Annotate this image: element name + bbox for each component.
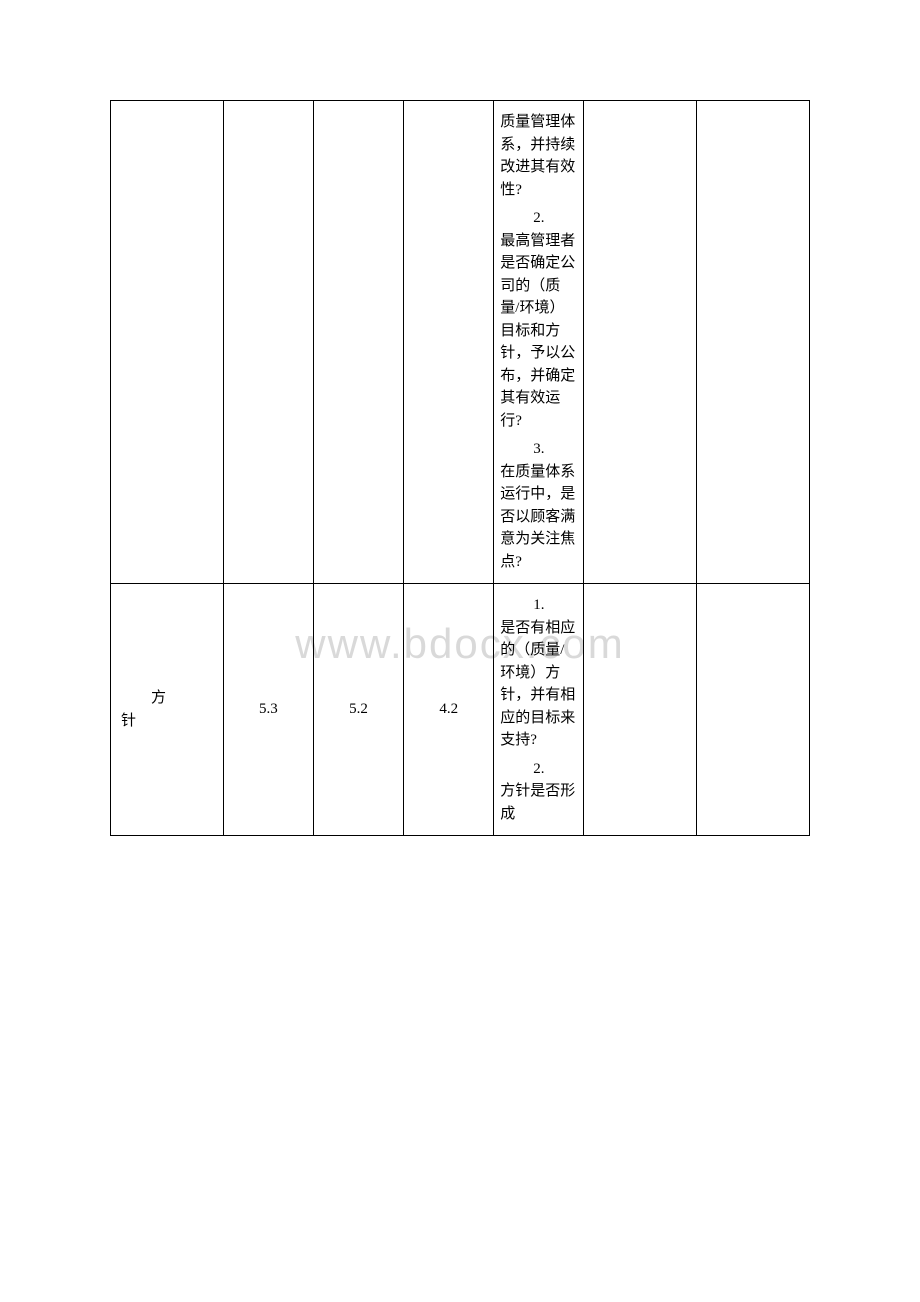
question-number: 2. — [500, 758, 577, 781]
cell-code-3: 4.2 — [404, 584, 494, 836]
cell-code-2: 5.2 — [313, 584, 403, 836]
question-block: 3. 在质量体系运行中，是否以顾客满意为关注焦点? — [500, 438, 577, 573]
question-text: 方针是否形成 — [500, 780, 577, 825]
label-char-1: 方 — [121, 687, 166, 710]
question-block: 2. 最高管理者是否确定公司的（质量/环境）目标和方针，予以公布，并确定其有效运… — [500, 207, 577, 432]
question-number: 3. — [500, 438, 577, 461]
cell-blank-2 — [697, 101, 810, 584]
checklist-table: 质量管理体系，并持续改进其有效性? 2. 最高管理者是否确定公司的（质量/环境）… — [110, 100, 810, 836]
table-row: 质量管理体系，并持续改进其有效性? 2. 最高管理者是否确定公司的（质量/环境）… — [111, 101, 810, 584]
label-char-2: 针 — [121, 713, 136, 729]
cell-code-2 — [313, 101, 403, 584]
question-number: 2. — [500, 207, 577, 230]
cell-blank-1 — [584, 101, 697, 584]
question-block: 1. 是否有相应的（质量/环境）方针，并有相应的目标来支持? — [500, 594, 577, 752]
cell-questions: 1. 是否有相应的（质量/环境）方针，并有相应的目标来支持? 2. 方针是否形成 — [494, 584, 584, 836]
cell-code-1: 5.3 — [223, 584, 313, 836]
page-container: 质量管理体系，并持续改进其有效性? 2. 最高管理者是否确定公司的（质量/环境）… — [0, 0, 920, 916]
cell-label: 方 针 — [111, 584, 224, 836]
question-number: 1. — [500, 594, 577, 617]
cell-label — [111, 101, 224, 584]
question-text: 在质量体系运行中，是否以顾客满意为关注焦点? — [500, 461, 577, 574]
cell-code-1 — [223, 101, 313, 584]
question-text: 最高管理者是否确定公司的（质量/环境）目标和方针，予以公布，并确定其有效运行? — [500, 230, 577, 433]
question-text: 质量管理体系，并持续改进其有效性? — [500, 111, 577, 201]
cell-questions: 质量管理体系，并持续改进其有效性? 2. 最高管理者是否确定公司的（质量/环境）… — [494, 101, 584, 584]
question-block: 2. 方针是否形成 — [500, 758, 577, 826]
cell-blank-2 — [697, 584, 810, 836]
question-block: 质量管理体系，并持续改进其有效性? — [500, 111, 577, 201]
cell-code-3 — [404, 101, 494, 584]
question-text: 是否有相应的（质量/环境）方针，并有相应的目标来支持? — [500, 617, 577, 752]
table-row: 方 针 5.3 5.2 4.2 1. 是否有相应的（质量/环境）方针，并有相应的… — [111, 584, 810, 836]
cell-blank-1 — [584, 584, 697, 836]
